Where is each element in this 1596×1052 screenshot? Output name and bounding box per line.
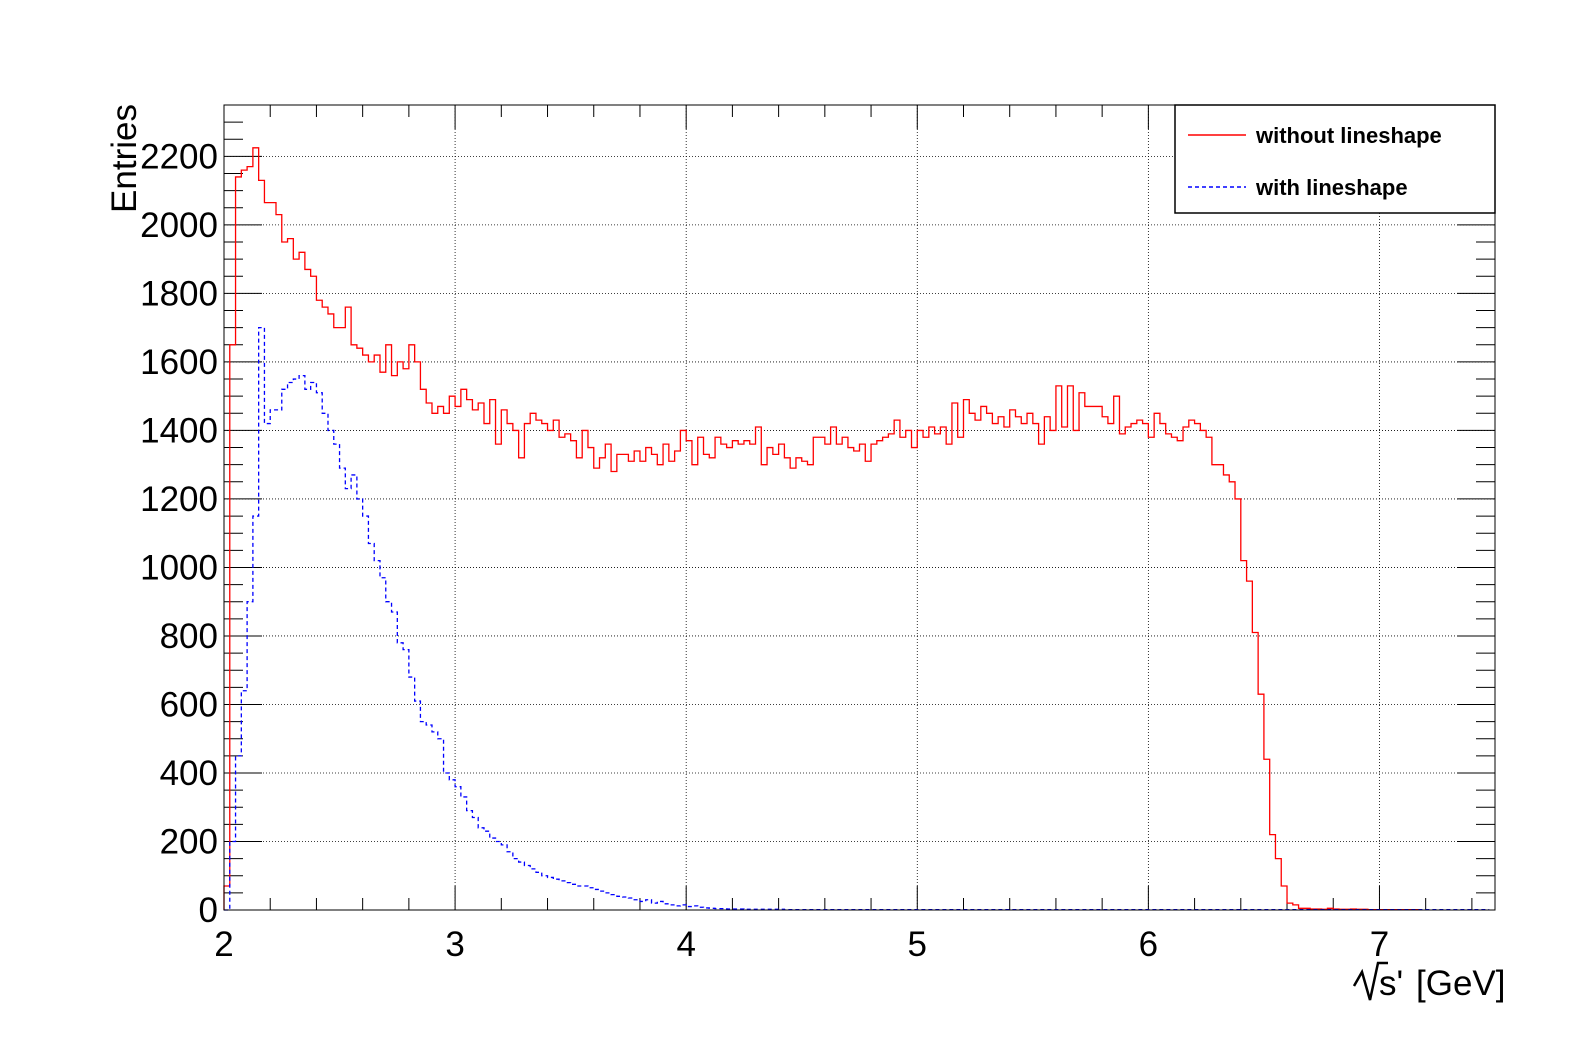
x-tick-label-3: 3: [445, 925, 464, 964]
x-axis-title-prefix: s': [1379, 964, 1403, 1003]
x-tick-label-2: 2: [214, 925, 233, 964]
y-axis-title: Entries: [105, 104, 144, 213]
legend-label-without-lineshape: without lineshape: [1255, 123, 1442, 148]
y-tick-label-600: 600: [160, 685, 218, 724]
y-tick-label-400: 400: [160, 754, 218, 793]
plot-frame: [223, 104, 1496, 911]
y-tick-label-1800: 1800: [140, 274, 218, 313]
y-tick-label-1600: 1600: [140, 343, 218, 382]
legend-box: [1174, 104, 1496, 214]
y-tick-label-800: 800: [160, 617, 218, 656]
tick-labels: 2 3 4 5 6 7 0 200 400 600 800 1000 1200 1400 1600 1800 2…: [140, 137, 1389, 964]
x-tick-label-5: 5: [908, 925, 927, 964]
x-tick-label-4: 4: [676, 925, 695, 964]
y-tick-label-200: 200: [160, 822, 218, 861]
legend: without lineshape with lineshape: [1174, 104, 1496, 214]
x-tick-label-7: 7: [1370, 925, 1389, 964]
sqrt-symbol-icon: [1352, 961, 1388, 1001]
x-axis-title-group: s' [GeV]: [1352, 961, 1505, 1003]
grid: [224, 105, 1495, 910]
x-tick-label-6: 6: [1139, 925, 1158, 964]
y-tick-label-0: 0: [199, 891, 218, 930]
y-tick-label-1400: 1400: [140, 411, 218, 450]
y-tick-label-1200: 1200: [140, 480, 218, 519]
legend-label-with-lineshape: with lineshape: [1255, 175, 1408, 200]
x-axis-title: [GeV]: [1416, 964, 1505, 1003]
y-tick-label-2000: 2000: [140, 206, 218, 245]
y-tick-label-2200: 2200: [140, 137, 218, 176]
series-line-without-lineshape: [223, 147, 1420, 911]
y-tick-label-1000: 1000: [140, 548, 218, 587]
